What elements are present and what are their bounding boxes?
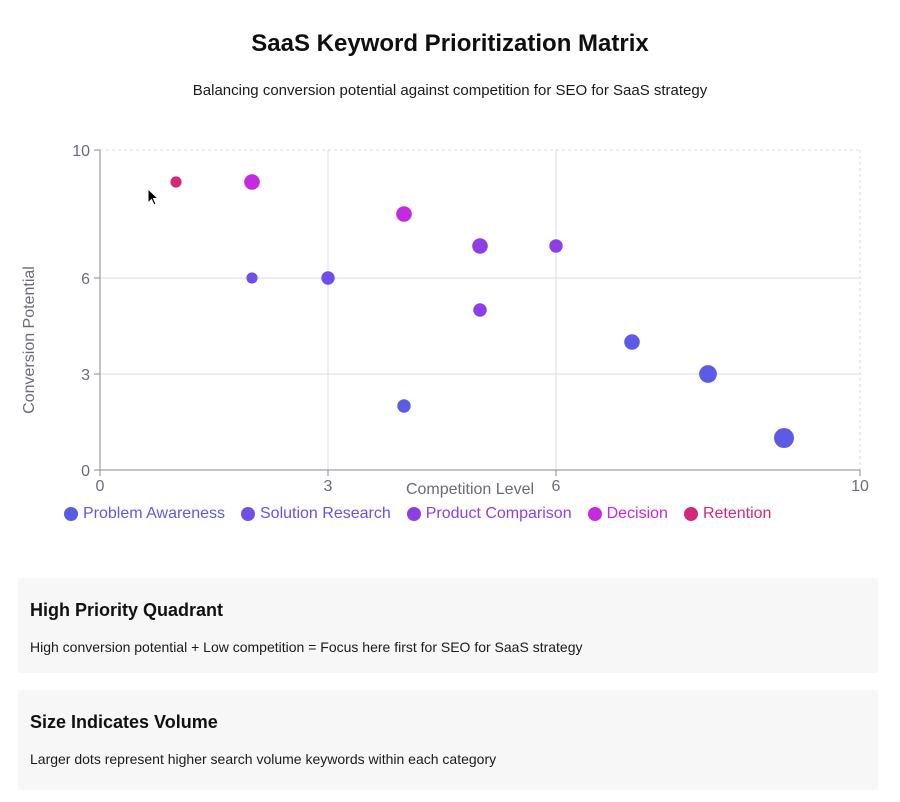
card-text: High conversion potential + Low competit… [30, 639, 583, 655]
chart-legend: Problem Awareness Solution Research Produc… [64, 505, 771, 523]
grid-lines [100, 149, 861, 470]
data-point[interactable] [549, 239, 563, 253]
data-point[interactable] [244, 174, 260, 190]
card-title: Size Indicates Volume [30, 712, 218, 732]
data-point[interactable] [774, 428, 794, 448]
y-axis-title: Conversion Potential [21, 266, 38, 414]
legend-label: Problem Awareness [83, 505, 225, 522]
legend-dot-icon [683, 507, 698, 521]
y-tick-label: 0 [81, 463, 90, 480]
legend-dot-icon [64, 507, 78, 521]
data-point[interactable] [321, 271, 335, 285]
y-tick-label: 3 [81, 367, 90, 384]
scatter-chart: 0 3 6 10 0 3 6 10 Competition Level Conversion … [21, 143, 869, 498]
legend-item[interactable]: Decision [587, 505, 668, 523]
legend-item[interactable]: Product Comparison [406, 505, 572, 523]
x-axis-title: Competition Level [406, 481, 534, 498]
x-tick-label: 0 [96, 478, 105, 495]
legend-item[interactable]: Solution Research [241, 505, 391, 523]
legend-dot-icon [406, 507, 421, 521]
legend-dot-icon [241, 507, 255, 521]
legend-item[interactable]: Retention [683, 505, 772, 523]
legend-label: Product Comparison [425, 505, 572, 522]
legend-label: Solution Research [260, 505, 391, 522]
chart-title: SaaS Keyword Prioritization Matrix [251, 30, 649, 57]
data-point[interactable] [699, 365, 717, 383]
data-point[interactable] [473, 303, 487, 317]
card-title: High Priority Quadrant [30, 600, 224, 620]
mouse-cursor-icon [147, 188, 160, 206]
y-tick-label: 6 [81, 271, 90, 288]
x-tick-label: 10 [851, 478, 869, 495]
y-tick-label: 10 [72, 143, 90, 160]
data-point[interactable] [624, 334, 640, 350]
legend-dot-icon [587, 507, 602, 521]
axes [94, 149, 861, 476]
x-tick-label: 6 [552, 478, 561, 495]
info-card-high-priority: High Priority Quadrant High conversion p… [18, 578, 878, 673]
data-point[interactable] [397, 399, 411, 413]
info-card-size-volume: Size Indicates Volume Larger dots repres… [18, 690, 878, 790]
data-point[interactable] [246, 272, 258, 284]
data-point[interactable] [472, 238, 488, 254]
data-point[interactable] [396, 206, 412, 222]
x-tick-label: 3 [324, 478, 333, 495]
legend-label: Decision [606, 505, 668, 522]
data-point[interactable] [170, 176, 182, 188]
card-text: Larger dots represent higher search volu… [30, 751, 497, 767]
legend-label: Retention [702, 505, 772, 522]
data-points [170, 174, 794, 448]
legend-item[interactable]: Problem Awareness [64, 505, 225, 523]
chart-subtitle: Balancing conversion potential against c… [192, 82, 708, 99]
tick-labels: 0 3 6 10 0 3 6 10 [72, 143, 869, 495]
